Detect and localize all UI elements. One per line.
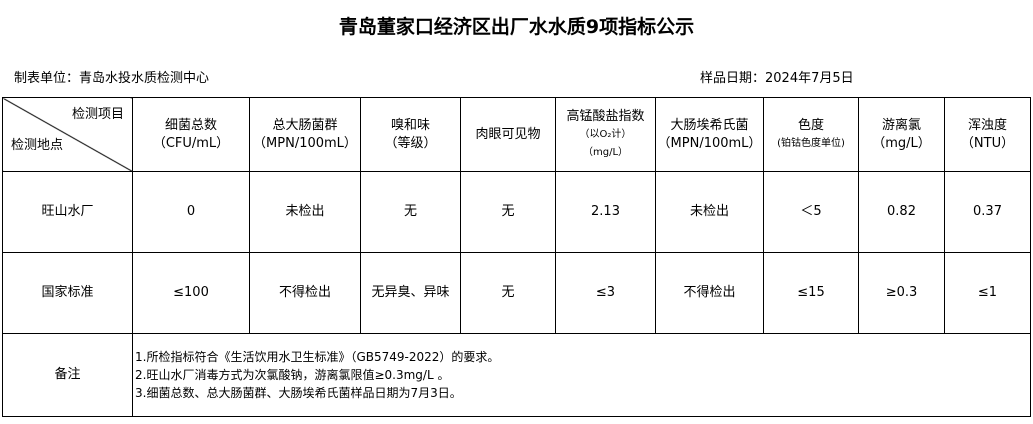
site-cell: 旺山水厂: [2, 171, 133, 253]
header-name: 肉眼可见物: [475, 126, 541, 142]
header-cell: 浑浊度 （NTU）: [944, 97, 1031, 172]
note-line: 1.所检指标符合《生活饮用水卫生标准》（GB5749-2022）的要求。: [135, 350, 500, 364]
header-name: 细菌总数: [164, 117, 217, 133]
header-name: 总大肠菌群: [272, 117, 338, 133]
value-cell: 无异臭、异味: [360, 252, 461, 334]
value-cell: 2.13: [555, 171, 656, 253]
corner-site-label: 检测地点: [11, 138, 64, 153]
value-cell: 0.82: [858, 171, 945, 253]
header-unit: （mg/L）: [582, 146, 629, 158]
page-title: 青岛董家口经济区出厂水水质9项指标公示: [338, 16, 695, 38]
header-unit: （mg/L）: [872, 135, 931, 151]
notes-row: 备注 1.所检指标符合《生活饮用水卫生标准》（GB5749-2022）的要求。 …: [2, 333, 1031, 417]
value-cell: ≤3: [555, 252, 656, 334]
header-cell: 肉眼可见物: [460, 97, 556, 172]
header-unit: （NTU）: [960, 135, 1015, 151]
corner-item-label: 检测项目: [71, 107, 124, 122]
header-unit: （以O₂计）: [579, 128, 632, 140]
table-row: 国家标准 ≤100 不得检出 无异臭、异味 无 ≤3 不得检出 ≤15 ≥0.3…: [2, 252, 1031, 334]
header-unit: （CFU/mL）: [152, 135, 230, 151]
value-cell: ≤1: [944, 252, 1031, 334]
value-cell: 无: [460, 171, 556, 253]
header-cell: 色度 (铂钴色度单位): [763, 97, 859, 172]
value-cell: ≤15: [763, 252, 859, 334]
value-cell: 未检出: [249, 171, 361, 253]
header-unit: （MPN/100mL）: [657, 135, 762, 151]
value-cell: ≥0.3: [858, 252, 945, 334]
header-unit: （MPN/100mL）: [253, 135, 357, 151]
value-cell: ＜5: [763, 171, 859, 253]
water-quality-table: 检测项目检测地点 细菌总数 （CFU/mL） 总大肠菌群 （MPN/100mL） 嗅…: [2, 97, 1031, 417]
sample-date: 样品日期：2024年7月5日: [700, 71, 854, 86]
notes-label: 备注: [2, 333, 133, 417]
header-name: 大肠埃希氏菌: [670, 117, 749, 133]
note-line: 3.细菌总数、总大肠菌群、大肠埃希氏菌样品日期为7月3日。: [135, 386, 462, 400]
value-cell: 无: [460, 252, 556, 334]
header-unit: （等级）: [384, 135, 437, 151]
header-cell: 嗅和味 （等级）: [360, 97, 461, 172]
header-name: 浑浊度: [967, 117, 1007, 133]
value-cell: ≤100: [132, 252, 250, 334]
value-cell: 未检出: [655, 171, 764, 253]
value-cell: 不得检出: [249, 252, 361, 334]
value-cell: 0.37: [944, 171, 1031, 253]
header-unit: (铂钴色度单位): [777, 137, 845, 149]
header-name: 高锰酸盐指数: [566, 108, 645, 124]
value-cell: 不得检出: [655, 252, 764, 334]
note-line: 2.旺山水厂消毒方式为次氯酸钠，游离氯限值≥0.3mg/L 。: [135, 368, 450, 382]
header-cell: 大肠埃希氏菌 （MPN/100mL）: [655, 97, 764, 172]
header-cell: 细菌总数 （CFU/mL）: [132, 97, 250, 172]
header-name: 色度: [797, 117, 824, 133]
header-cell: 总大肠菌群 （MPN/100mL）: [249, 97, 361, 172]
corner-cell: 检测项目检测地点: [2, 97, 133, 172]
header-cell: 高锰酸盐指数 （以O₂计） （mg/L）: [555, 97, 656, 172]
header-cell: 游离氯 （mg/L）: [858, 97, 945, 172]
notes-content: 1.所检指标符合《生活饮用水卫生标准》（GB5749-2022）的要求。 2.旺…: [132, 333, 1031, 417]
header-name: 游离氯: [881, 117, 921, 133]
value-cell: 0: [132, 171, 250, 253]
table-row: 旺山水厂 0 未检出 无 无 2.13 未检出 ＜5 0.82 0.37: [2, 171, 1031, 253]
header-row: 检测项目检测地点 细菌总数 （CFU/mL） 总大肠菌群 （MPN/100mL） 嗅…: [2, 97, 1031, 172]
issuing-unit: 制表单位：青岛水投水质检测中心: [14, 71, 210, 86]
header-name: 嗅和味: [390, 117, 430, 133]
value-cell: 无: [360, 171, 461, 253]
site-cell: 国家标准: [2, 252, 133, 334]
